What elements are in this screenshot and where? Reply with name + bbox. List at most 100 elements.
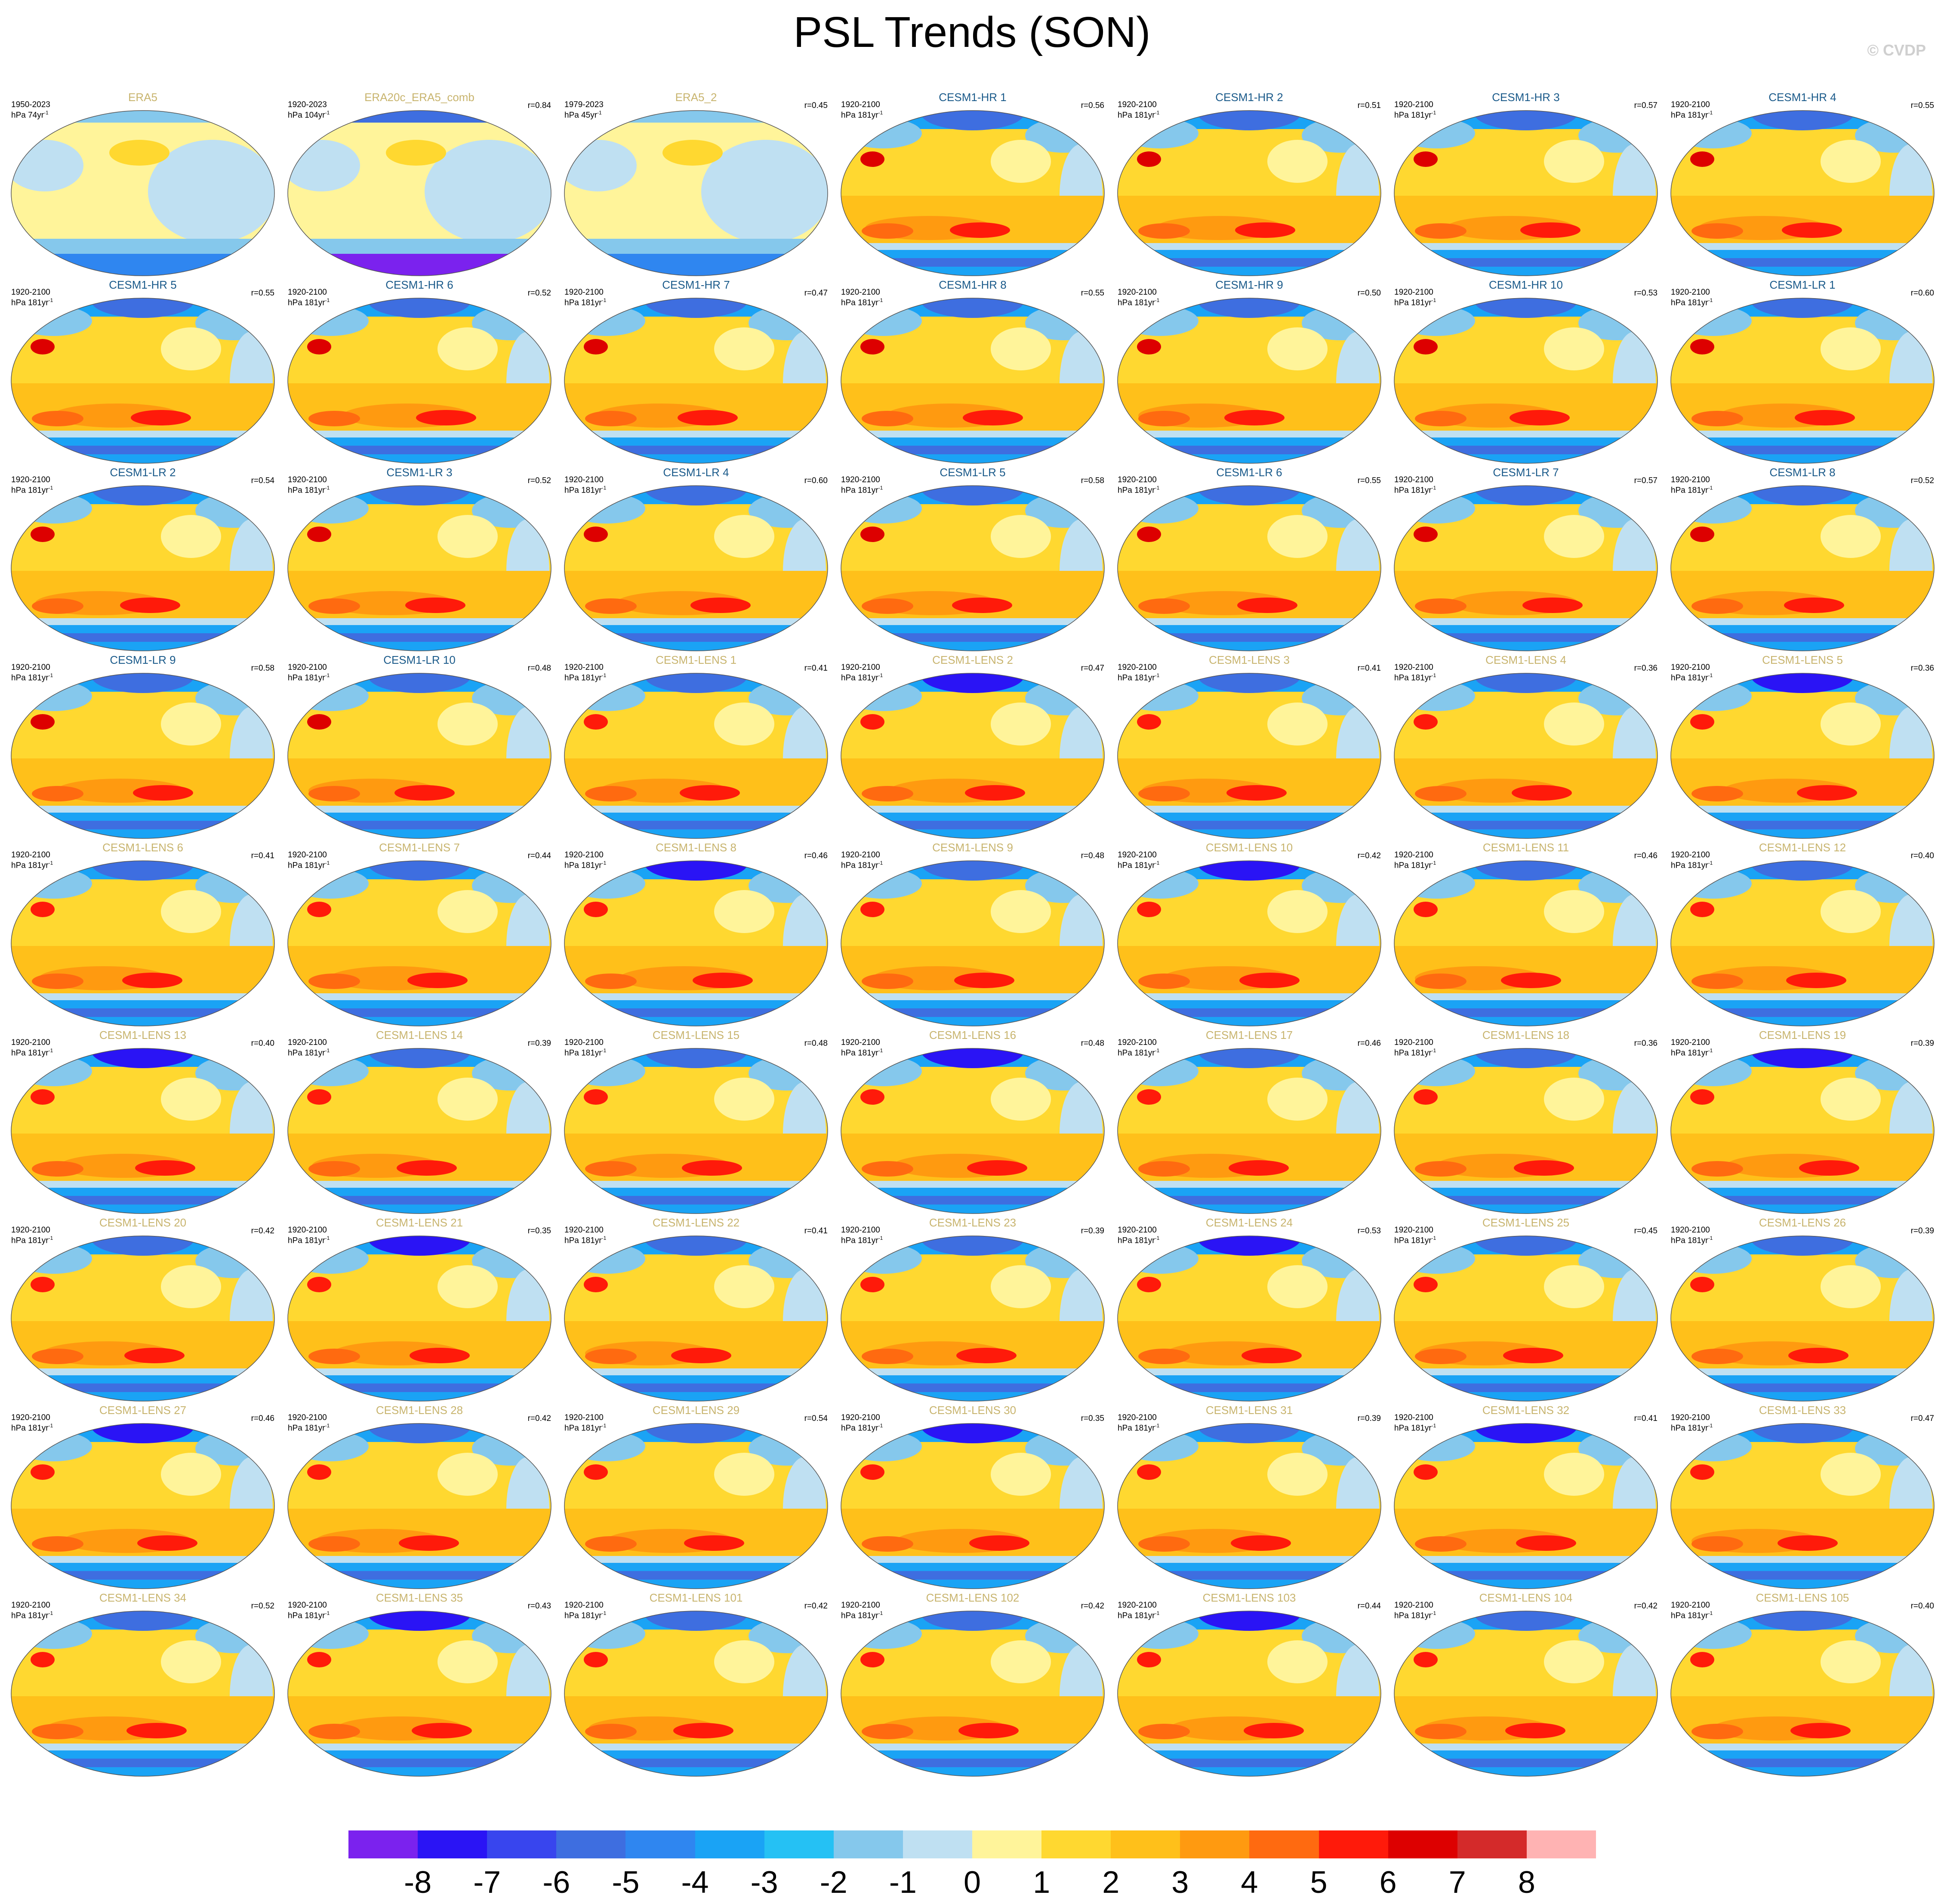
panel-period: 1920-2100 <box>1394 850 1433 860</box>
map-panel: CESM1-LENS 20 1920-2100 hPa 181yr-1 r=0.42 <box>5 1214 280 1402</box>
trend-map <box>1394 485 1658 651</box>
panel-pattern-correlation: r=0.50 <box>1357 289 1381 298</box>
field-subtropical-high <box>1415 1724 1466 1739</box>
map-panel: CESM1-LR 5 1920-2100 hPa 181yr-1 r=0.58 <box>835 463 1110 651</box>
field-negative-region <box>1674 118 1752 148</box>
map-outline <box>1670 298 1935 464</box>
panel-pattern-correlation: r=0.36 <box>1634 1039 1657 1048</box>
field-southern-transition <box>288 1744 551 1751</box>
panel-units-exponent: -1 <box>48 1235 53 1241</box>
panel-units-text: hPa 45yr <box>564 111 598 120</box>
field-atlantic-high <box>260 1445 274 1469</box>
field-southern-ocean-band <box>1394 1571 1657 1580</box>
panel-period: 1920-2100 <box>11 663 50 672</box>
colorbar-swatch <box>556 1830 626 1858</box>
map-field <box>1118 298 1381 463</box>
field-subtropical-high <box>862 1349 913 1364</box>
field-subtropical-high <box>673 1723 733 1738</box>
field-atlantic-high <box>1643 695 1657 719</box>
field-atlantic-high <box>1919 1257 1934 1282</box>
panel-units-exponent: -1 <box>48 1048 53 1054</box>
field-subtropical-high <box>862 223 913 239</box>
field-subtropical-high <box>862 1161 913 1177</box>
field-weak-region <box>1821 890 1881 933</box>
field-arctic-band <box>564 111 828 123</box>
map-outline <box>1394 485 1658 651</box>
map-panel: CESM1-LR 4 1920-2100 hPa 181yr-1 r=0.60 <box>558 463 834 651</box>
field-subtropical-high <box>1415 974 1466 989</box>
panel-pattern-correlation: r=0.39 <box>527 1039 551 1048</box>
panel-units-text: hPa 181yr <box>1118 1048 1155 1058</box>
map-panel: CESM1-LENS 2 1920-2100 hPa 181yr-1 r=0.47 <box>835 651 1110 839</box>
colorbar-swatch <box>418 1830 487 1858</box>
map-panel: CESM1-LENS 14 1920-2100 hPa 181yr-1 r=0.39 <box>282 1026 557 1214</box>
panel-units-text: hPa 181yr <box>11 486 49 495</box>
field-arctic-low <box>644 673 748 693</box>
field-negative-region <box>1674 1619 1752 1649</box>
map-panel: CESM1-LENS 13 1920-2100 hPa 181yr-1 r=0.40 <box>5 1026 280 1214</box>
field-arctic-low <box>368 1423 471 1443</box>
field-subtropical-high <box>1138 974 1190 989</box>
field-southern-ocean-band <box>1394 821 1657 829</box>
field-southern-ocean-band <box>564 1196 828 1205</box>
colorbar-tick-label: 0 <box>963 1865 981 1900</box>
panel-pattern-correlation: r=0.44 <box>1357 1602 1381 1611</box>
field-weak-region <box>991 1078 1051 1121</box>
panel-units-exponent: -1 <box>878 1048 883 1054</box>
panel-units: hPa 181yr-1 <box>564 860 606 870</box>
colorbar-tick-label: -8 <box>404 1865 432 1900</box>
map-panel: CESM1-HR 10 1920-2100 hPa 181yr-1 r=0.53 <box>1388 276 1664 464</box>
colorbar-tick-label: 4 <box>1241 1865 1258 1900</box>
panel-units-exponent: -1 <box>878 672 883 678</box>
field-subtropical-high <box>32 411 83 426</box>
field-eurasia-high <box>1137 527 1161 542</box>
field-arctic-low <box>921 1423 1024 1443</box>
field-eurasia-high <box>860 151 884 167</box>
field-arctic-low <box>644 298 748 318</box>
panel-units-exponent: -1 <box>325 1610 330 1616</box>
field-subtropical-high <box>1522 598 1583 613</box>
field-negative-region <box>1121 1244 1198 1274</box>
map-panel: CESM1-LENS 31 1920-2100 hPa 181yr-1 r=0.39 <box>1112 1401 1387 1589</box>
map-field <box>1118 673 1381 838</box>
field-eurasia-high <box>31 1464 55 1480</box>
field-weak-region <box>1821 1265 1881 1308</box>
panel-units: hPa 181yr-1 <box>1671 485 1713 495</box>
panel-title: CESM1-LENS 27 <box>99 1404 187 1417</box>
field-subtropical-high <box>1239 973 1300 988</box>
map-outline <box>564 1235 828 1402</box>
panel-units-text: hPa 181yr <box>1671 1423 1708 1433</box>
map-panel: CESM1-LENS 23 1920-2100 hPa 181yr-1 r=0.39 <box>835 1214 1110 1402</box>
field-subtropical-high <box>416 410 476 425</box>
panel-units-exponent: -1 <box>1155 1423 1160 1429</box>
panel-units-exponent: -1 <box>325 672 330 678</box>
field-eurasia-high <box>31 714 55 730</box>
field-negative-region <box>1121 118 1198 148</box>
field-southern-transition <box>841 431 1104 438</box>
field-negative-region <box>844 493 922 524</box>
field-subtropical-high <box>1782 222 1842 238</box>
panel-title: CESM1-LENS 23 <box>929 1216 1017 1229</box>
panel-pattern-correlation: r=0.35 <box>527 1226 551 1235</box>
trend-map <box>1670 1423 1935 1589</box>
field-subtropical-high <box>958 1723 1019 1738</box>
map-outline <box>11 673 275 839</box>
colorbar-tick-label: 1 <box>1033 1865 1051 1900</box>
field-southern-transition <box>564 1744 828 1751</box>
panel-units-exponent: -1 <box>1431 672 1436 678</box>
field-subtropical-high <box>410 1348 470 1363</box>
field-southern-ocean-band <box>1118 1008 1381 1017</box>
panel-title: CESM1-LR 2 <box>110 466 176 479</box>
map-field <box>11 1611 274 1776</box>
panel-units-exponent: -1 <box>878 110 883 116</box>
map-outline <box>1117 298 1381 464</box>
trend-map <box>287 1423 551 1589</box>
field-eurasia-high <box>1414 1277 1438 1292</box>
panel-units-text: hPa 181yr <box>288 1236 325 1245</box>
field-arctic-low <box>921 486 1024 505</box>
field-subtropical-high <box>399 1535 459 1551</box>
trend-map <box>564 860 828 1026</box>
field-southern-transition <box>11 806 274 813</box>
field-subtropical-high <box>1224 410 1285 425</box>
field-arctic-band <box>288 111 551 123</box>
